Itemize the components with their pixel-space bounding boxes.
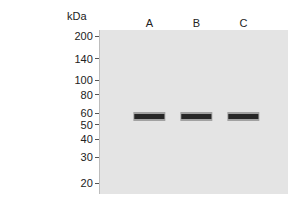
svg-text:200: 200 <box>74 30 92 42</box>
svg-text:140: 140 <box>74 53 92 65</box>
svg-text:60: 60 <box>81 107 93 119</box>
svg-text:80: 80 <box>81 89 93 101</box>
svg-text:40: 40 <box>81 133 93 145</box>
svg-text:kDa: kDa <box>67 10 87 22</box>
svg-text:B: B <box>193 17 200 29</box>
svg-text:50: 50 <box>81 119 93 131</box>
svg-text:20: 20 <box>81 177 93 189</box>
svg-text:A: A <box>146 17 154 29</box>
svg-text:30: 30 <box>81 151 93 163</box>
svg-text:100: 100 <box>74 74 92 86</box>
svg-text:C: C <box>239 17 247 29</box>
